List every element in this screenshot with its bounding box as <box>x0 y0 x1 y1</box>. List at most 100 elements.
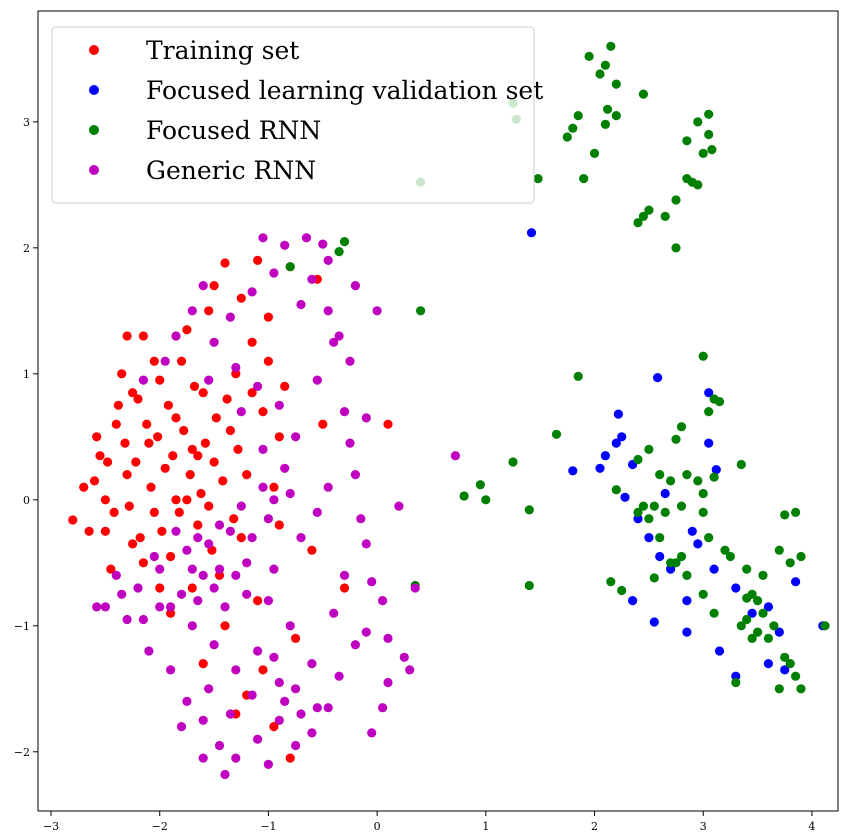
data-point <box>600 60 611 70</box>
data-point <box>682 596 692 606</box>
data-point <box>312 507 322 517</box>
data-point <box>666 476 676 486</box>
data-point <box>410 583 420 593</box>
data-point <box>600 451 611 461</box>
data-point <box>704 388 714 398</box>
data-point <box>182 545 192 555</box>
data-point <box>122 331 132 341</box>
data-point <box>758 608 768 618</box>
data-point <box>584 51 594 62</box>
data-point <box>209 640 219 650</box>
data-point <box>383 677 393 688</box>
legend-marker <box>89 165 99 175</box>
data-point <box>236 501 246 511</box>
data-point <box>233 444 243 454</box>
data-point <box>198 715 208 725</box>
data-point <box>149 356 159 366</box>
data-point <box>758 570 768 581</box>
data-point <box>709 472 719 482</box>
data-point <box>263 356 273 366</box>
data-point <box>747 608 757 618</box>
y-tick-label: 3 <box>23 116 30 129</box>
data-point <box>649 617 659 627</box>
data-point <box>291 684 301 694</box>
data-point <box>285 262 295 272</box>
data-point <box>524 580 534 591</box>
data-point <box>307 545 317 555</box>
data-point <box>568 466 578 476</box>
data-point <box>655 470 665 480</box>
data-point <box>638 89 649 99</box>
x-tick-label: −1 <box>260 820 276 833</box>
data-point <box>274 677 284 688</box>
data-point <box>111 570 121 581</box>
data-point <box>731 583 741 593</box>
data-point <box>291 740 301 751</box>
data-point <box>193 520 203 530</box>
data-point <box>334 247 344 257</box>
data-point <box>676 501 687 511</box>
data-point <box>361 627 371 637</box>
series-0 <box>68 255 393 763</box>
data-point <box>253 255 263 265</box>
data-point <box>660 211 670 221</box>
data-point <box>225 709 235 719</box>
data-point <box>138 558 148 568</box>
data-point <box>356 514 366 524</box>
data-point <box>144 646 154 656</box>
data-point <box>633 218 643 228</box>
data-point <box>253 381 263 391</box>
data-point <box>247 690 257 700</box>
points-layer <box>68 41 830 780</box>
data-point <box>253 646 263 656</box>
data-point <box>187 564 197 574</box>
data-point <box>323 255 333 265</box>
data-point <box>149 551 159 562</box>
data-point <box>644 444 654 454</box>
data-point <box>475 480 485 490</box>
data-point <box>600 119 611 129</box>
data-point <box>649 573 659 583</box>
legend-label: Generic RNN <box>146 156 316 185</box>
data-point <box>551 429 562 439</box>
data-point <box>218 476 228 486</box>
data-point <box>146 482 156 492</box>
data-point <box>231 362 241 373</box>
data-point <box>229 514 239 524</box>
data-point <box>693 180 703 190</box>
data-point <box>682 470 692 480</box>
data-point <box>296 299 306 310</box>
data-point <box>350 640 360 650</box>
data-point <box>595 69 605 79</box>
y-tick-label: 1 <box>23 368 30 381</box>
data-point <box>638 211 649 221</box>
data-point <box>100 602 110 612</box>
data-point <box>193 596 203 606</box>
data-point <box>171 526 181 536</box>
data-point <box>671 195 681 205</box>
data-point <box>714 397 725 407</box>
data-point <box>693 476 703 486</box>
data-point <box>269 482 279 492</box>
data-point <box>155 375 165 385</box>
data-point <box>785 659 795 669</box>
ticks-layer: −3 −2 −1 0 1 2 3 4 −2 −1 0 1 2 3 <box>14 116 816 833</box>
data-point <box>725 551 736 562</box>
data-point <box>153 432 163 442</box>
data-point <box>655 533 665 543</box>
data-point <box>526 228 537 238</box>
data-point <box>339 583 350 593</box>
data-point <box>399 652 409 662</box>
data-point <box>122 470 132 480</box>
data-point <box>285 488 295 499</box>
data-point <box>524 505 534 515</box>
data-point <box>204 375 214 385</box>
data-point <box>405 665 415 675</box>
data-point <box>100 495 110 505</box>
data-point <box>307 659 317 669</box>
data-point <box>361 413 371 423</box>
data-point <box>236 407 246 417</box>
data-point <box>247 287 257 297</box>
y-tick-label: 0 <box>23 494 30 507</box>
data-point <box>187 444 197 454</box>
